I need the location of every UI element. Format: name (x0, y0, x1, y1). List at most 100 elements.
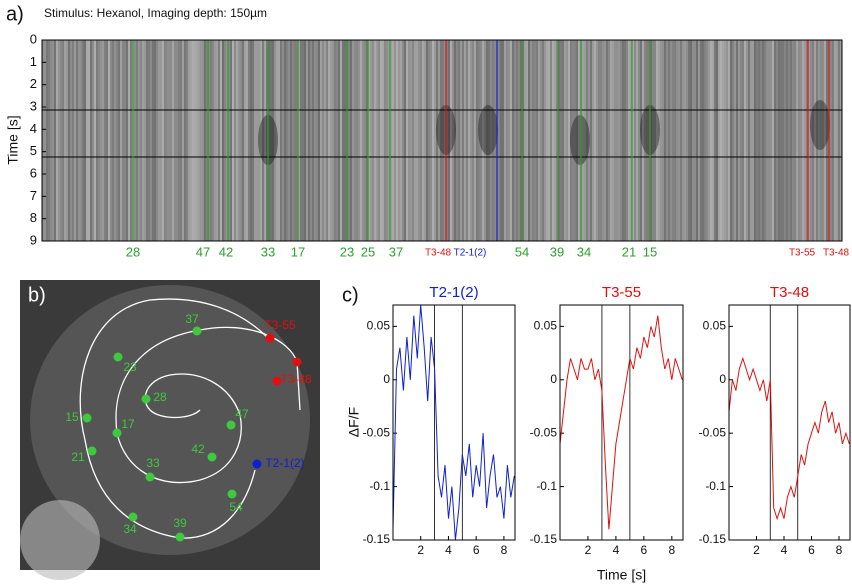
texture (140, 40, 142, 241)
texture (100, 40, 102, 241)
texture (220, 40, 222, 241)
texture (832, 40, 834, 241)
panel-label: a) (6, 3, 24, 25)
texture (532, 40, 534, 241)
y-tick-label: 2 (30, 76, 37, 91)
x-tick-label: 4 (613, 543, 620, 557)
roi-dot (252, 459, 262, 469)
roi-label: 17 (121, 417, 135, 431)
texture (390, 40, 392, 241)
texture (810, 100, 830, 150)
texture (604, 40, 606, 241)
roi-label: T3-48 (280, 372, 312, 386)
trace (559, 315, 683, 530)
texture (676, 40, 678, 241)
texture (792, 40, 794, 241)
texture (506, 40, 508, 241)
texture (266, 40, 268, 241)
texture (594, 40, 596, 241)
texture (724, 40, 726, 241)
texture (544, 40, 546, 241)
y-tick-label: 0.05 (703, 319, 727, 333)
texture (112, 40, 114, 241)
y-tick-label: 0 (719, 372, 726, 386)
texture (82, 40, 84, 241)
texture (526, 40, 528, 241)
y-tick-label: 1 (30, 54, 37, 69)
texture (502, 40, 504, 241)
texture (440, 40, 442, 241)
y-tick-label: 8 (30, 210, 37, 225)
y-axis-label: ΔF/F (346, 407, 362, 437)
texture (770, 40, 772, 241)
texture (744, 40, 746, 241)
texture (302, 40, 304, 241)
texture (268, 40, 270, 241)
image-texture (30, 285, 310, 555)
texture (406, 40, 408, 241)
column-label: 39 (550, 244, 564, 259)
chart-title: T2-1(2) (429, 284, 478, 301)
texture (794, 40, 796, 241)
roi-dot (82, 413, 92, 423)
plot-frame (392, 304, 516, 541)
texture (362, 40, 364, 241)
column-label: T3-55 (789, 248, 816, 259)
texture (700, 40, 702, 241)
texture (356, 40, 358, 241)
texture (410, 40, 412, 241)
texture (664, 40, 666, 241)
x-tick-label: 8 (668, 543, 675, 557)
texture (554, 40, 556, 241)
texture (796, 40, 798, 241)
texture (192, 40, 194, 241)
texture (98, 40, 100, 241)
texture (616, 40, 618, 241)
texture (640, 40, 642, 241)
texture (402, 40, 404, 241)
texture (630, 40, 632, 241)
texture (304, 40, 306, 241)
texture (90, 40, 92, 241)
roi-label: T3-55 (264, 318, 296, 332)
texture (326, 40, 328, 241)
column-label: 21 (622, 244, 636, 259)
texture (42, 40, 44, 241)
x-tick-label: 4 (781, 543, 788, 557)
texture (148, 40, 150, 241)
texture (182, 40, 184, 241)
texture (780, 40, 782, 241)
texture (760, 40, 762, 241)
texture (368, 40, 370, 241)
roi-label: 37 (185, 312, 199, 326)
texture (48, 40, 50, 241)
texture (384, 40, 386, 241)
roi-label: T2-1(2) (265, 456, 304, 470)
texture (778, 40, 780, 241)
texture (774, 40, 776, 241)
texture (224, 40, 226, 241)
texture (556, 40, 558, 241)
texture (470, 40, 472, 241)
texture (404, 40, 406, 241)
roi-dot (227, 489, 237, 499)
texture (784, 40, 786, 241)
texture (826, 40, 828, 241)
texture (252, 40, 254, 241)
texture (688, 40, 690, 241)
texture (586, 40, 588, 241)
texture (584, 40, 586, 241)
y-tick-label: 0.05 (367, 319, 391, 333)
column-label: T2-1(2) (454, 248, 487, 259)
column-label: 42 (219, 244, 233, 259)
texture (196, 40, 198, 241)
texture (164, 40, 166, 241)
y-tick-label: -0.1 (369, 479, 390, 493)
texture (606, 40, 608, 241)
roi-dot (87, 446, 97, 456)
column-label: T3-48 (823, 248, 850, 259)
texture (514, 40, 516, 241)
texture (518, 40, 520, 241)
texture (210, 40, 212, 241)
